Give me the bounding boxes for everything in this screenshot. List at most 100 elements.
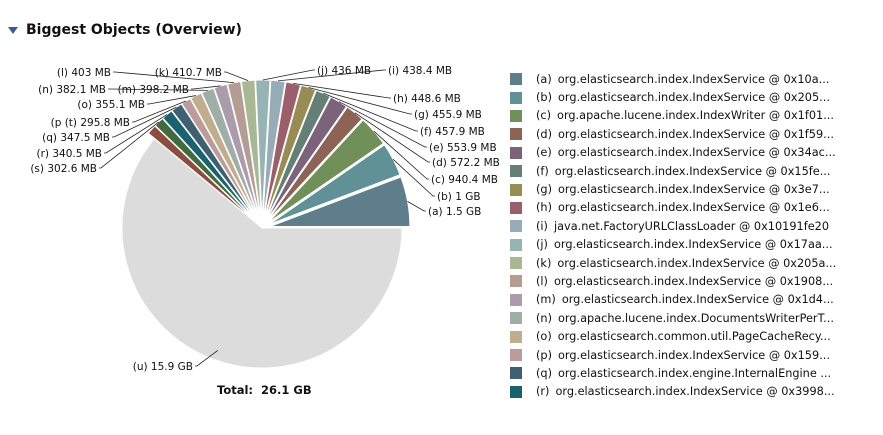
legend-key: (i) bbox=[536, 219, 548, 233]
legend-swatch bbox=[510, 128, 522, 141]
legend-label: org.elasticsearch.index.IndexService @ 0… bbox=[555, 385, 835, 399]
legend-item-o[interactable]: (o) org.elasticsearch.common.util.PageCac… bbox=[510, 327, 836, 345]
callout-label-d: (d) 572.2 MB bbox=[432, 157, 500, 169]
callout-line-a bbox=[407, 201, 426, 212]
legend-item-f[interactable]: (f) org.elasticsearch.index.IndexService … bbox=[510, 162, 836, 180]
legend-item-b[interactable]: (b) org.elasticsearch.index.IndexService … bbox=[510, 88, 836, 106]
callout-line-n bbox=[108, 88, 208, 91]
legend-swatch bbox=[510, 385, 522, 398]
legend-label: org.elasticsearch.index.IndexService @ 0… bbox=[554, 164, 831, 178]
legend-item-d[interactable]: (d) org.elasticsearch.index.IndexService … bbox=[510, 125, 836, 143]
callout-line-o bbox=[147, 95, 196, 105]
pie-slice-e[interactable] bbox=[265, 96, 348, 222]
legend-item-p[interactable]: (p) org.elasticsearch.index.IndexService … bbox=[510, 346, 836, 364]
legend-label: org.elasticsearch.index.IndexService @ 0… bbox=[557, 146, 836, 160]
legend-item-e[interactable]: (e) org.elasticsearch.index.IndexService … bbox=[510, 144, 836, 162]
legend-key: (e) bbox=[536, 146, 552, 160]
section-title: Biggest Objects (Overview) bbox=[26, 22, 242, 38]
legend-label: org.elasticsearch.index.IndexService @ 0… bbox=[553, 274, 834, 288]
legend-item-g[interactable]: (g) org.elasticsearch.index.IndexService … bbox=[510, 180, 836, 198]
legend-item-n[interactable]: (n) org.apache.lucene.index.DocumentsWrit… bbox=[510, 309, 836, 327]
pie-slice-o[interactable] bbox=[190, 92, 259, 222]
legend-label: org.elasticsearch.index.engine.InternalE… bbox=[558, 366, 832, 380]
legend-item-m[interactable]: (m) org.elasticsearch.index.IndexService … bbox=[510, 291, 836, 309]
pie-slice-j[interactable] bbox=[255, 79, 271, 221]
legend-item-a[interactable]: (a) org.elasticsearch.index.IndexService … bbox=[510, 70, 836, 88]
chart-legend: (a) org.elasticsearch.index.IndexService … bbox=[510, 70, 836, 401]
callout-line-r bbox=[104, 114, 168, 154]
legend-item-c[interactable]: (c) org.apache.lucene.index.IndexWriter @… bbox=[510, 107, 836, 125]
callout-label-s: (s) 302.6 MB bbox=[30, 163, 97, 175]
legend-key: (m) bbox=[536, 293, 556, 307]
callout-label-g: (g) 455.9 MB bbox=[414, 109, 482, 121]
legend-item-r[interactable]: (r) org.elasticsearch.index.IndexService … bbox=[510, 383, 836, 401]
callout-label-h: (h) 448.6 MB bbox=[393, 93, 461, 105]
legend-item-i[interactable]: (i) java.net.FactoryURLClassLoader @ 0x10… bbox=[510, 217, 836, 235]
legend-key: (d) bbox=[536, 127, 552, 141]
callout-line-q bbox=[112, 106, 177, 138]
callout-label-r: (r) 340.5 MB bbox=[36, 148, 102, 160]
callout-label-n: (n) 382.1 MB bbox=[38, 84, 106, 96]
callout-line-m bbox=[191, 85, 221, 90]
pie-slice-q[interactable] bbox=[171, 103, 258, 222]
pie-slice-u[interactable] bbox=[121, 137, 403, 369]
callout-label-l: (l) 403 MB bbox=[57, 67, 111, 79]
legend-item-h[interactable]: (h) org.elasticsearch.index.IndexService … bbox=[510, 199, 836, 217]
legend-swatch bbox=[510, 73, 522, 86]
legend-item-k[interactable]: (k) org.elasticsearch.index.IndexService … bbox=[510, 254, 836, 272]
pie-slice-h[interactable] bbox=[263, 81, 302, 221]
legend-item-j[interactable]: (j) org.elasticsearch.index.IndexService … bbox=[510, 236, 836, 254]
callout-line-f bbox=[323, 92, 418, 132]
legend-label: org.elasticsearch.index.IndexService @ 0… bbox=[557, 256, 837, 270]
legend-swatch bbox=[510, 238, 522, 251]
pie-slice-f[interactable] bbox=[264, 89, 331, 221]
callout-line-u bbox=[195, 350, 219, 367]
legend-label: org.elasticsearch.index.IndexService @ 0… bbox=[558, 183, 830, 197]
legend-swatch bbox=[510, 165, 522, 178]
legend-label: org.elasticsearch.index.IndexService @ 0… bbox=[557, 72, 830, 86]
section-header[interactable]: Biggest Objects (Overview) bbox=[8, 18, 242, 42]
legend-item-q[interactable]: (q) org.elasticsearch.index.engine.Intern… bbox=[510, 364, 836, 382]
callout-label-e: (e) 553.9 MB bbox=[429, 142, 497, 154]
callout-line-h bbox=[293, 82, 391, 99]
legend-key: (g) bbox=[536, 183, 552, 197]
triangle-down-icon[interactable] bbox=[8, 27, 18, 34]
legend-key: (o) bbox=[536, 330, 552, 344]
callout-line-j bbox=[262, 69, 315, 81]
legend-item-l[interactable]: (l) org.elasticsearch.index.IndexService … bbox=[510, 272, 836, 290]
total-label: Total: bbox=[217, 383, 254, 397]
pie-slice-t[interactable] bbox=[147, 125, 257, 224]
legend-key: (p) bbox=[536, 348, 552, 362]
legend-label: org.elasticsearch.common.util.PageCacheR… bbox=[557, 330, 831, 344]
legend-label: org.elasticsearch.index.IndexService @ 0… bbox=[558, 91, 830, 105]
callout-label-b: (b) 1 GB bbox=[437, 191, 481, 203]
callout-label-f: (f) 457.9 MB bbox=[420, 126, 485, 138]
callout-label-a: (a) 1.5 GB bbox=[428, 206, 481, 218]
legend-key: (b) bbox=[536, 91, 552, 105]
legend-key: (q) bbox=[536, 366, 552, 380]
pie-slice-s[interactable] bbox=[154, 117, 257, 223]
legend-key: (r) bbox=[536, 385, 550, 399]
callout-line-k bbox=[224, 71, 249, 82]
legend-label: org.apache.lucene.index.IndexWriter @ 0x… bbox=[557, 109, 834, 123]
legend-swatch bbox=[510, 257, 522, 270]
legend-label: org.elasticsearch.index.IndexService @ 0… bbox=[558, 127, 834, 141]
legend-label: org.apache.lucene.index.DocumentsWriterP… bbox=[557, 311, 834, 325]
pie-slice-n[interactable] bbox=[201, 87, 260, 221]
callout-line-c bbox=[373, 130, 429, 180]
legend-swatch bbox=[510, 349, 522, 362]
pie-slice-b[interactable] bbox=[268, 144, 401, 225]
legend-swatch bbox=[510, 275, 522, 288]
pie-slice-a[interactable] bbox=[269, 176, 411, 228]
chart-total: Total: 26.1 GB bbox=[217, 383, 312, 397]
legend-key: (f) bbox=[536, 164, 549, 178]
legend-swatch bbox=[510, 146, 522, 159]
legend-key: (k) bbox=[536, 256, 552, 270]
legend-label: org.elasticsearch.index.IndexService @ 0… bbox=[553, 238, 833, 252]
callout-line-l bbox=[113, 71, 235, 84]
legend-key: (c) bbox=[536, 109, 552, 123]
legend-label: org.elasticsearch.index.IndexService @ 0… bbox=[558, 348, 830, 362]
legend-label: java.net.FactoryURLClassLoader @ 0x10191… bbox=[553, 219, 830, 233]
legend-key: (j) bbox=[536, 238, 548, 252]
